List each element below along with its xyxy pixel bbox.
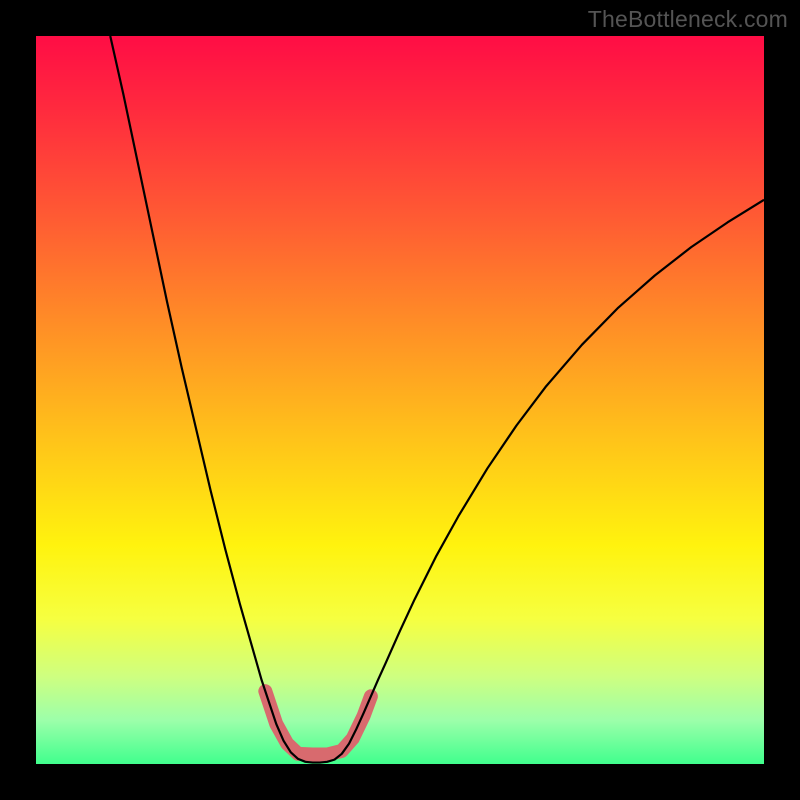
watermark-text: TheBottleneck.com: [588, 6, 788, 33]
chart-plot-area: [36, 36, 764, 764]
chart-svg: [36, 36, 764, 764]
chart-background: [36, 36, 764, 764]
